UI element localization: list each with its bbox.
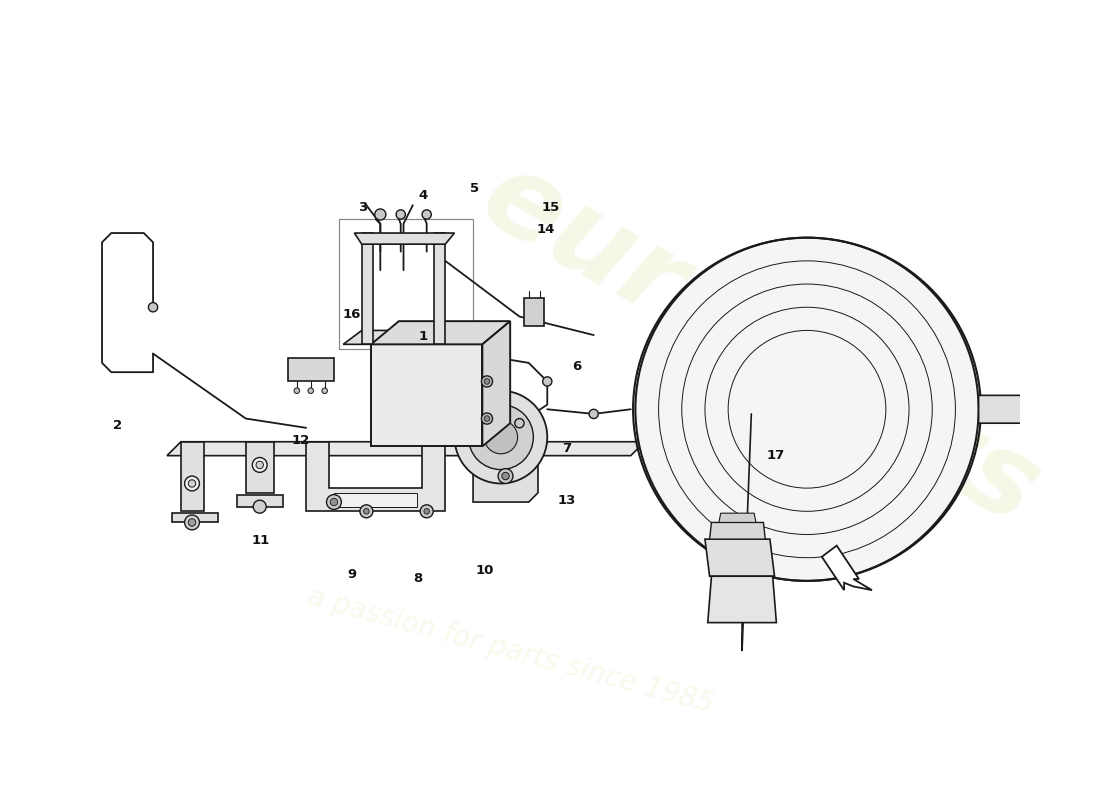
Text: 15: 15 (542, 201, 560, 214)
Circle shape (636, 238, 979, 581)
Text: 13: 13 (557, 494, 575, 506)
Text: 3: 3 (358, 201, 366, 214)
Circle shape (482, 413, 493, 424)
Circle shape (375, 209, 386, 220)
Circle shape (322, 388, 328, 394)
Text: 8: 8 (414, 571, 424, 585)
Polygon shape (245, 442, 274, 493)
Polygon shape (334, 493, 417, 506)
Text: 9: 9 (348, 568, 356, 581)
Circle shape (294, 388, 299, 394)
Circle shape (542, 377, 552, 386)
Text: 7: 7 (562, 442, 571, 454)
Circle shape (396, 210, 406, 219)
Polygon shape (287, 358, 334, 382)
Polygon shape (979, 395, 1053, 423)
Text: 14: 14 (537, 223, 556, 236)
Circle shape (188, 480, 196, 487)
Polygon shape (343, 330, 482, 344)
Bar (339, 219, 473, 349)
Polygon shape (354, 233, 454, 244)
Polygon shape (482, 321, 510, 446)
Circle shape (360, 505, 373, 518)
Text: a passion for parts since 1985: a passion for parts since 1985 (304, 582, 716, 718)
Polygon shape (707, 576, 777, 622)
Circle shape (482, 376, 493, 387)
Text: 11: 11 (251, 534, 270, 547)
Circle shape (424, 509, 429, 514)
Polygon shape (822, 546, 872, 590)
Circle shape (588, 410, 598, 418)
Text: 12: 12 (292, 434, 310, 447)
Text: 10: 10 (475, 564, 494, 577)
Text: 5: 5 (470, 182, 478, 195)
Polygon shape (524, 298, 544, 326)
Circle shape (253, 500, 266, 513)
Circle shape (420, 505, 433, 518)
Polygon shape (180, 442, 205, 511)
Text: euroParts: euroParts (463, 140, 1058, 549)
Circle shape (308, 388, 314, 394)
Circle shape (498, 469, 513, 483)
Text: 2: 2 (113, 419, 122, 433)
Text: 4: 4 (419, 190, 428, 202)
Polygon shape (167, 442, 645, 456)
Circle shape (469, 405, 534, 470)
Circle shape (327, 494, 341, 510)
Text: 16: 16 (343, 308, 361, 321)
Circle shape (148, 302, 157, 312)
Circle shape (364, 509, 370, 514)
Polygon shape (710, 522, 766, 539)
Circle shape (185, 476, 199, 491)
Polygon shape (434, 233, 446, 344)
Circle shape (422, 210, 431, 219)
Circle shape (256, 462, 263, 469)
Polygon shape (306, 442, 446, 511)
Polygon shape (719, 513, 756, 522)
Text: 17: 17 (767, 449, 784, 462)
Polygon shape (371, 344, 482, 446)
Circle shape (515, 418, 524, 428)
Circle shape (484, 416, 490, 422)
Bar (339, 219, 473, 349)
Circle shape (484, 378, 490, 384)
Circle shape (454, 390, 548, 483)
Circle shape (330, 498, 338, 506)
Text: 6: 6 (572, 360, 581, 373)
Polygon shape (236, 494, 283, 506)
Polygon shape (705, 539, 774, 576)
Circle shape (185, 515, 199, 530)
Circle shape (502, 472, 509, 480)
Circle shape (252, 458, 267, 472)
Polygon shape (362, 233, 373, 344)
Circle shape (188, 518, 196, 526)
Polygon shape (1048, 395, 1080, 423)
Polygon shape (473, 442, 538, 502)
Polygon shape (172, 513, 218, 522)
Text: 1: 1 (419, 330, 428, 343)
Polygon shape (371, 321, 510, 344)
Circle shape (484, 421, 518, 454)
